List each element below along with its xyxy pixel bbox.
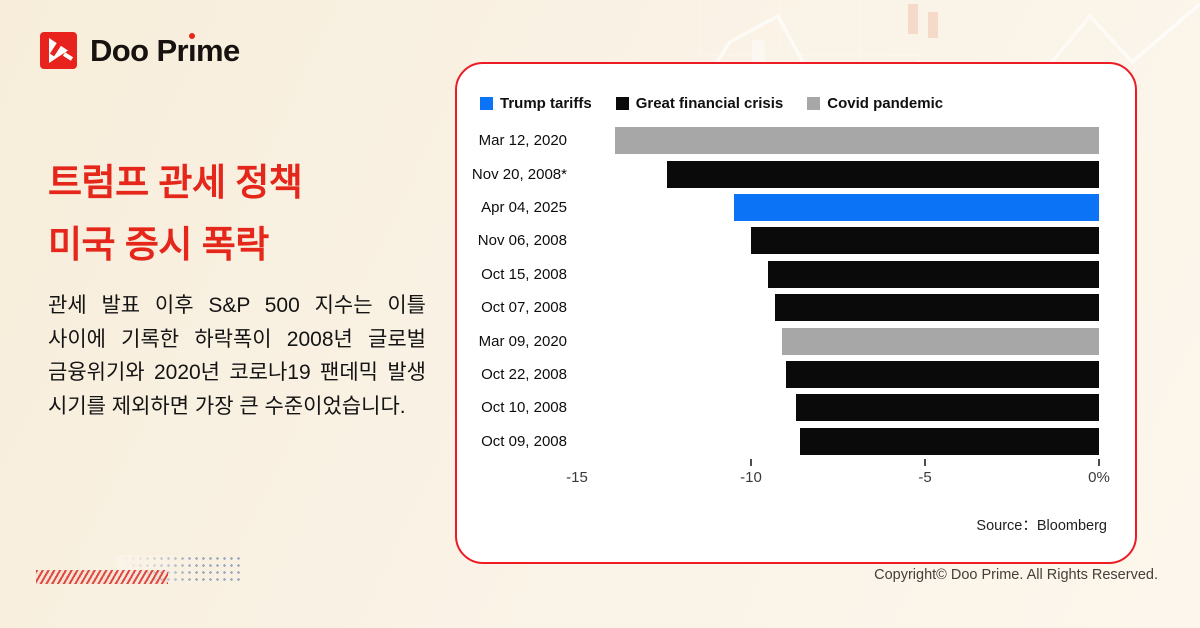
legend-label: Trump tariffs [500,94,592,112]
wordmark-part: me [196,33,240,68]
bar-category-label: Oct 07, 2008 [481,299,567,317]
legend-label: Covid pandemic [827,94,944,112]
legend-label: Great financial crisis [635,94,784,112]
bar-category-label: Nov 20, 2008* [471,165,567,183]
bar-track [577,427,1099,455]
bar-track [577,227,1099,255]
doo-prime-logo-icon [40,32,77,69]
copyright-text: Copyright© Doo Prime. All Rights Reserve… [874,567,1158,583]
bar-track [577,260,1099,288]
chart-card: Trump tariffs Great financial crisis Covid… [455,62,1137,564]
bar [615,127,1099,155]
bar-track [577,127,1099,155]
chart-rows: Mar 12, 2020 Nov 20, 2008* Apr 04, 2025 Nov… [465,124,1099,458]
bar [799,427,1099,455]
page-title: 트럼프 관세 정책 미국 증시 폭락 [48,152,303,276]
bar-category-label: Apr 04, 2025 [481,198,567,216]
bar-category-label: Oct 09, 2008 [481,432,567,450]
chart-row: Nov 20, 2008* [465,157,1099,190]
brand-logo: Doo Prıme [40,31,240,71]
chart-legend: Trump tariffs Great financial crisis Covid… [480,94,1099,112]
bar [733,193,1099,221]
legend-swatch [615,96,629,110]
page-title-line1: 트럼프 관세 정책 [48,162,303,203]
red-stripes-decoration [36,570,168,584]
legend-item: Great financial crisis [615,94,784,112]
bar-track [577,193,1099,221]
bar [782,327,1099,355]
chart-row: Oct 22, 2008 [465,358,1099,391]
chart-row: Nov 06, 2008 [465,224,1099,257]
chart-row: Oct 09, 2008 [465,425,1099,458]
bar [667,160,1099,188]
body-text: 관세 발표 이후 S&P 500 지수는 이틀 사이에 기록한 하락폭이 200… [48,294,426,418]
page-title-line2: 미국 증시 폭락 [48,224,269,265]
axis-tickmark [924,458,926,466]
wordmark-red-i-dot: ı [188,31,197,71]
bar-category-label: Oct 10, 2008 [481,399,567,417]
axis-tickmark [750,458,752,466]
axis-tick-label: 0% [1088,468,1110,486]
chart-row: Mar 09, 2020 [465,324,1099,357]
legend-item: Trump tariffs [480,95,592,112]
axis-tick-label: -5 [918,468,932,486]
bar-category-label: Mar 09, 2020 [478,332,567,350]
legend-item: Covid pandemic [807,95,943,112]
axis-tick-label: -10 [740,468,762,486]
bar-category-label: Mar 12, 2020 [478,132,567,150]
bar [785,360,1099,388]
bar-track [577,360,1099,388]
bar-track [577,327,1099,355]
bar [796,394,1099,422]
chart-row: Mar 12, 2020 [465,124,1099,157]
brand-wordmark: Doo Prıme [90,31,240,71]
bar-track [577,394,1099,422]
wordmark-part: Doo Pr [90,33,189,68]
bar [775,294,1099,322]
legend-swatch [480,96,493,110]
bar-track [577,160,1099,188]
bar-track [577,294,1099,322]
chart-row: Oct 07, 2008 [465,291,1099,324]
chart-row: Apr 04, 2025 [465,191,1099,224]
legend-swatch [807,96,821,110]
bar-category-label: Nov 06, 2008 [477,232,567,250]
axis-tick-label: -15 [566,468,588,486]
chart-row: Oct 15, 2008 [465,258,1099,291]
chart-row: Oct 10, 2008 [465,391,1099,424]
chart-axis: -15 -10 -5 0% [566,458,1110,488]
bar [750,227,1099,255]
bar-category-label: Oct 15, 2008 [481,265,567,283]
axis-tickmark [1098,458,1100,466]
bar [768,260,1099,288]
bar-category-label: Oct 22, 2008 [481,365,567,383]
chart-source: Source：Bloomberg [976,517,1107,534]
